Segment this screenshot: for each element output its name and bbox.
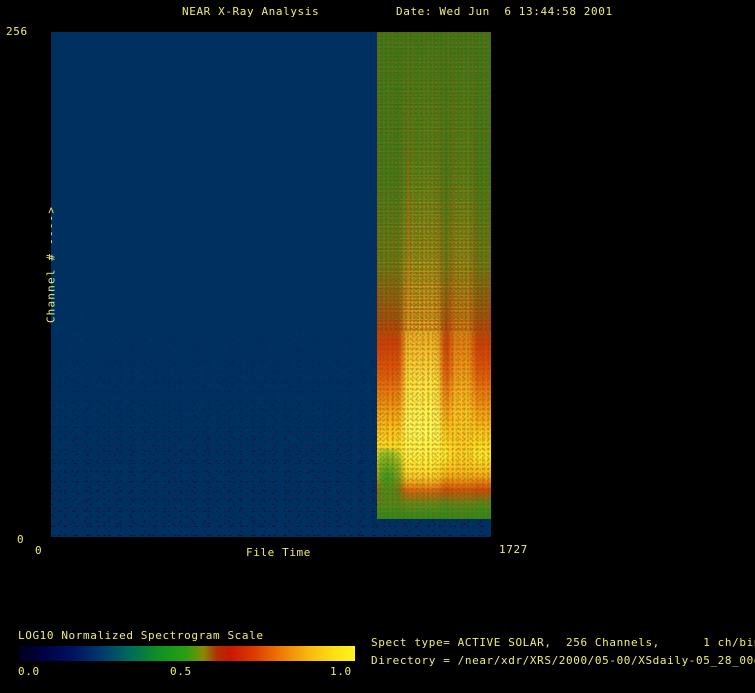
colorbar-gradient	[18, 646, 355, 661]
x-axis-label: File Time	[246, 546, 312, 559]
y-axis-label: Channel # ---->	[44, 205, 58, 324]
y-axis-tick-max: 256	[6, 25, 28, 38]
hard-tail-filament	[473, 32, 475, 282]
page-title: NEAR X-Ray Analysis	[182, 5, 320, 18]
spectrogram-plot[interactable]	[51, 32, 491, 537]
y-axis-tick-min: 0	[17, 533, 25, 546]
timestamp-label: Date: Wed Jun 6 13:44:58 2001	[396, 5, 613, 18]
x-axis-tick-max: 1727	[499, 543, 528, 556]
colorbar-title: LOG10 Normalized Spectrogram Scale	[18, 629, 264, 642]
pixel-grain-texture-upper	[377, 32, 491, 332]
spectrum-type-info: Spect type= ACTIVE SOLAR, 256 Channels, …	[371, 636, 755, 649]
colorbar-tick-min: 0.0	[18, 665, 40, 678]
flare-core-secondary	[451, 32, 473, 519]
colorbar-tick-mid: 0.5	[170, 665, 192, 678]
x-axis-tick-min: 0	[35, 544, 43, 557]
colorbar-tick-max: 1.0	[330, 665, 352, 678]
active-solar-region	[377, 32, 491, 519]
low-channel-green-pocket	[377, 449, 403, 501]
directory-info: Directory = /near/xdr/XRS/2000/05-00/XSd…	[371, 654, 755, 667]
flare-core-primary	[403, 32, 441, 519]
pixel-grain-texture	[377, 32, 491, 519]
